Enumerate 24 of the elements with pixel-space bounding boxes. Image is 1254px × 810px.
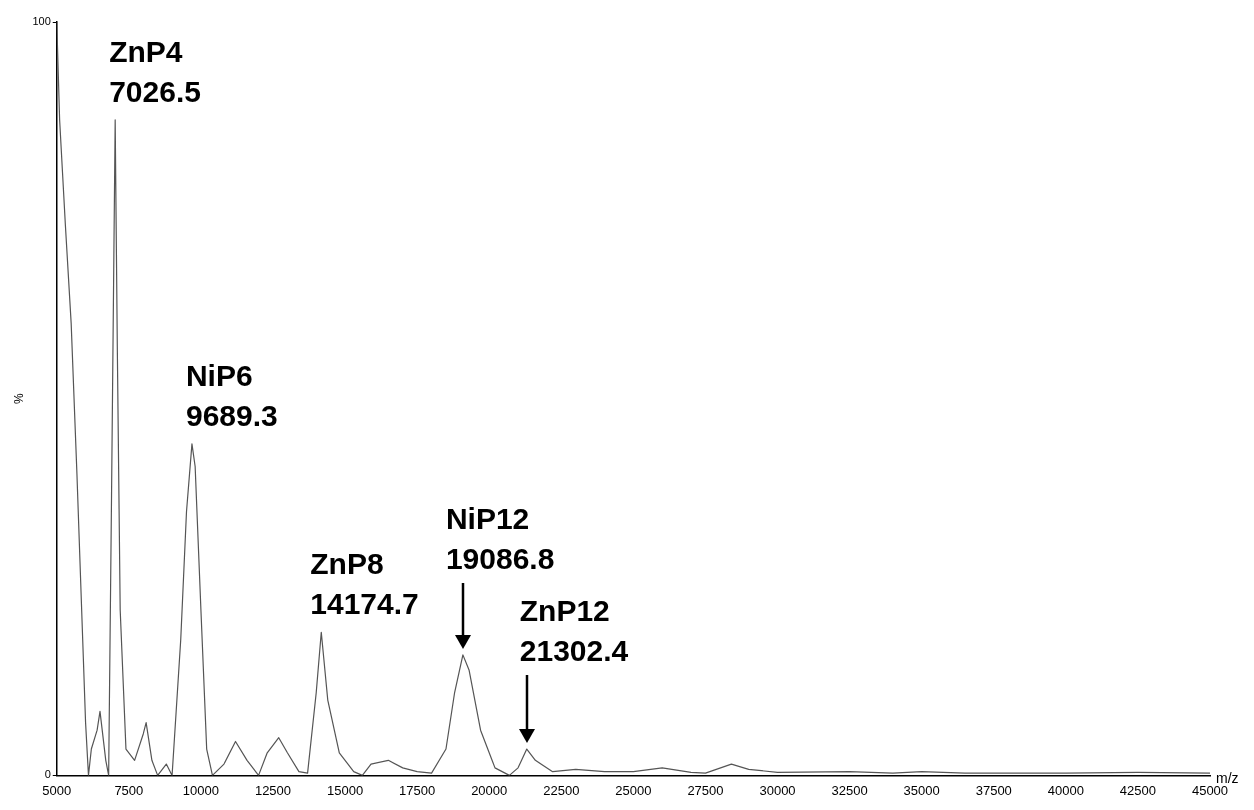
x-tick-label: 5000 [42,782,72,798]
annotation: NiP6 9689.3 [185,358,278,432]
x-tick-label: 15000 [326,782,364,798]
annotation: ZnP12 21302.4 [519,594,629,668]
x-tick-label: 40000 [1047,782,1084,798]
x-tick-label: 25000 [615,782,652,798]
x-tick-label: 27500 [687,782,724,798]
x-tick-label: 42500 [1119,782,1156,798]
annotation: ZnP4 7026.5 [109,34,201,108]
x-tick-label: 37500 [975,782,1012,798]
x-tick-label: 35000 [903,782,940,798]
annotation: NiP12 19086.8 [445,501,555,575]
annotation: ZnP8 14174.7 [310,547,419,621]
x-tick-label: 7500 [114,782,144,798]
x-tick-label: 22500 [543,782,580,798]
x-tick-label: 17500 [399,782,436,798]
y-tick-label: 100 [32,15,51,28]
x-tick-label: 32500 [831,782,868,798]
x-tick-label: 30000 [759,782,796,798]
y-axis-title: % [11,393,26,405]
x-tick-label: 20000 [471,782,508,798]
x-tick-label: 12500 [254,782,292,798]
x-tick-label: 10000 [182,782,219,798]
y-tick-label: 0 [44,768,51,781]
